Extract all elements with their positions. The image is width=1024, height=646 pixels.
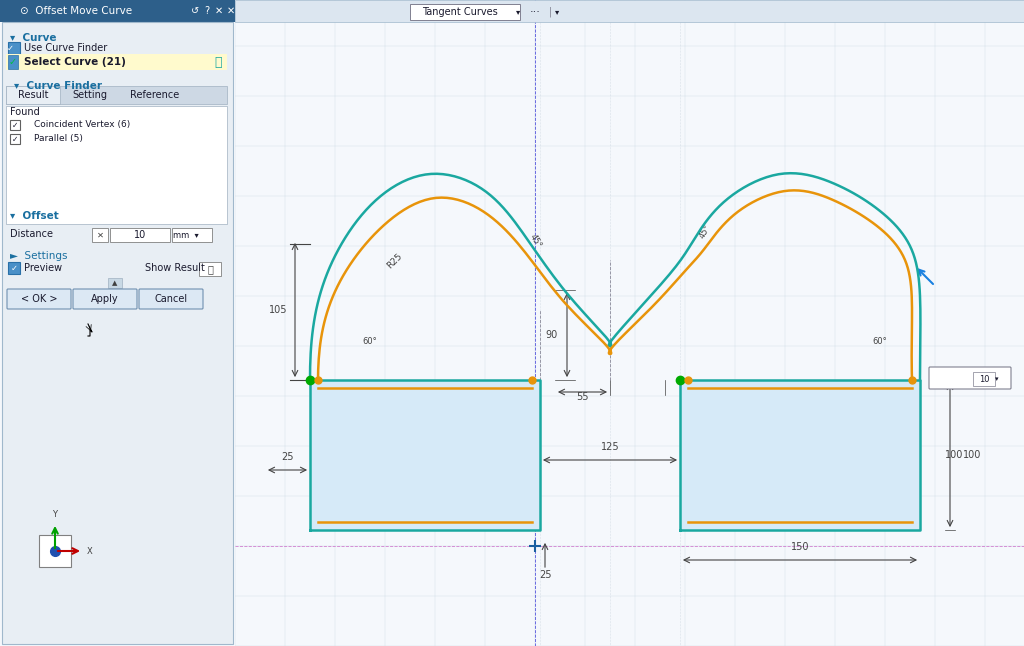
FancyBboxPatch shape: [929, 367, 1011, 389]
Text: Distance: Distance: [935, 373, 972, 382]
Text: ►  Settings: ► Settings: [10, 251, 68, 261]
Text: 60°: 60°: [362, 337, 378, 346]
Text: 100: 100: [944, 450, 963, 460]
Text: Y: Y: [52, 510, 57, 519]
Bar: [110, 228, 170, 242]
Text: ✓: ✓: [12, 134, 18, 143]
Text: Apply: Apply: [91, 294, 119, 304]
Text: Preview: Preview: [24, 263, 62, 273]
Text: 55: 55: [577, 392, 589, 402]
Text: ▾  Curve Finder: ▾ Curve Finder: [14, 81, 102, 91]
FancyBboxPatch shape: [7, 289, 71, 309]
Text: ✓: ✓: [10, 264, 17, 273]
Text: ✕: ✕: [96, 231, 103, 240]
Bar: [6, 86, 60, 104]
Text: Distance: Distance: [10, 229, 53, 239]
Text: 150: 150: [791, 542, 809, 552]
FancyBboxPatch shape: [73, 289, 137, 309]
Text: R25: R25: [386, 251, 404, 271]
Bar: [10, 134, 20, 144]
Bar: [172, 228, 212, 242]
Text: mm  ▾: mm ▾: [173, 231, 199, 240]
Text: Found: Found: [10, 107, 40, 117]
Text: 〜: 〜: [214, 56, 222, 68]
Bar: [0, 0, 234, 22]
Text: ✕: ✕: [215, 6, 223, 16]
Text: Coincident Vertex (6): Coincident Vertex (6): [34, 121, 130, 129]
Text: ▾: ▾: [555, 8, 559, 17]
Bar: [6, 54, 227, 70]
Text: |: |: [549, 6, 552, 17]
Text: 45°: 45°: [527, 233, 543, 249]
Bar: [680, 380, 920, 530]
Text: 25: 25: [539, 570, 551, 580]
Text: ✕: ✕: [227, 6, 236, 16]
Text: ⊙  Offset Move Curve: ⊙ Offset Move Curve: [20, 6, 132, 16]
Text: Select Curve (21): Select Curve (21): [24, 57, 126, 67]
Text: 125: 125: [601, 442, 620, 452]
Text: Tangent Curves: Tangent Curves: [422, 7, 498, 17]
Bar: [199, 262, 221, 276]
Bar: [234, 0, 1024, 22]
Text: 25: 25: [282, 452, 294, 462]
Text: ✓: ✓: [12, 121, 18, 129]
Bar: [410, 4, 520, 20]
Bar: [39, 535, 71, 567]
Bar: [108, 278, 122, 288]
Text: ✓: ✓: [9, 57, 17, 67]
FancyBboxPatch shape: [139, 289, 203, 309]
Text: Show Result: Show Result: [145, 263, 205, 273]
Text: 105: 105: [268, 305, 287, 315]
Text: ▾: ▾: [516, 8, 520, 17]
Text: 45°: 45°: [697, 222, 713, 240]
Text: 60°: 60°: [872, 337, 888, 346]
Bar: [973, 372, 995, 386]
Text: Reference: Reference: [130, 90, 179, 100]
Text: ▲: ▲: [113, 280, 118, 286]
Bar: [92, 228, 108, 242]
Text: ▾  Offset: ▾ Offset: [10, 211, 58, 221]
Text: Result: Result: [17, 90, 48, 100]
Bar: [10, 120, 20, 130]
Text: 100: 100: [963, 450, 981, 460]
Bar: [6, 106, 227, 224]
Text: Setting: Setting: [73, 90, 108, 100]
Text: < OK >: < OK >: [20, 294, 57, 304]
Bar: [8, 42, 20, 54]
Text: 10: 10: [979, 375, 989, 384]
Text: Use Curve Finder: Use Curve Finder: [24, 43, 108, 53]
Text: ↺: ↺: [190, 6, 199, 16]
Text: ▾  Curve: ▾ Curve: [10, 33, 56, 43]
Bar: [6, 86, 227, 104]
Text: 10: 10: [134, 230, 146, 240]
Text: ?: ?: [205, 6, 210, 16]
Text: ▾: ▾: [995, 376, 998, 382]
Text: Cancel: Cancel: [155, 294, 187, 304]
Text: X: X: [87, 547, 93, 556]
Text: 🔍: 🔍: [207, 264, 213, 274]
Text: 90: 90: [546, 330, 558, 340]
Text: ···: ···: [529, 7, 541, 17]
Text: Parallel (5): Parallel (5): [34, 134, 83, 143]
Bar: [8, 55, 18, 69]
Bar: [8, 262, 20, 274]
Text: ✓: ✓: [6, 43, 13, 52]
Bar: [310, 380, 540, 530]
